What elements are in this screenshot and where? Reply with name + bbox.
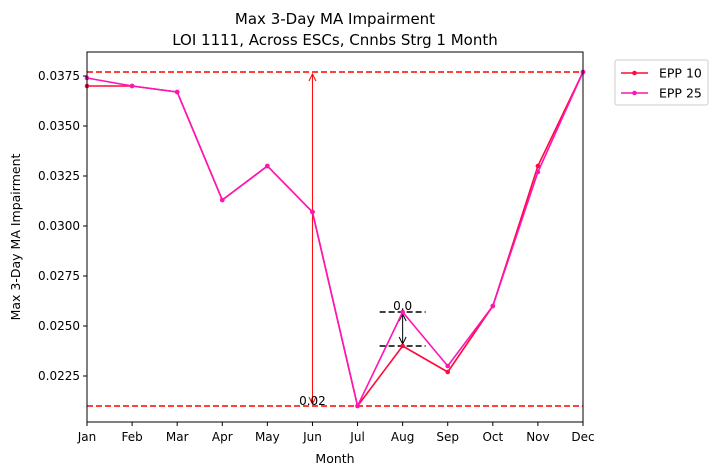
legend-label: EPP 25 bbox=[659, 86, 702, 101]
y-tick-label: 0.0325 bbox=[38, 169, 80, 183]
plot-frame bbox=[86, 51, 584, 423]
x-tick-label: Jun bbox=[302, 430, 322, 444]
y-tick-label: 0.0275 bbox=[38, 269, 80, 283]
chart-subtitle: LOI 1111, Across ESCs, Cnnbs Strg 1 Mont… bbox=[172, 31, 498, 49]
legend-label: EPP 10 bbox=[659, 66, 702, 81]
x-tick-label: Mar bbox=[166, 430, 189, 444]
y-tick-label: 0.0250 bbox=[38, 319, 80, 333]
series-1-point bbox=[445, 369, 451, 375]
y-tick-label: 0.0300 bbox=[38, 219, 80, 233]
x-tick-label: Dec bbox=[571, 430, 594, 444]
series-1-point bbox=[535, 163, 541, 169]
x-tick-label: Oct bbox=[482, 430, 503, 444]
global-range-arrowhead-down bbox=[308, 396, 317, 406]
local-range-label: 0.0 bbox=[393, 299, 412, 313]
global-range-label: 0.02 bbox=[299, 394, 326, 408]
x-tick-label: May bbox=[255, 430, 280, 444]
plot-area: 0.02 0.0 bbox=[84, 69, 586, 409]
x-tick-label: Feb bbox=[121, 430, 142, 444]
series-2-point bbox=[310, 209, 315, 215]
x-tick-label: Jan bbox=[77, 430, 97, 444]
chart-title: Max 3-Day MA Impairment bbox=[235, 10, 435, 28]
series-1-point bbox=[400, 343, 405, 349]
x-tick-label: Aug bbox=[391, 430, 414, 444]
series-2-point bbox=[535, 169, 541, 175]
x-tick-label: Apr bbox=[212, 430, 233, 444]
x-tick-label: Nov bbox=[526, 430, 549, 444]
series-line-2 bbox=[86, 71, 584, 407]
series-2-point bbox=[265, 163, 270, 169]
y-tick-label: 0.0350 bbox=[38, 119, 80, 133]
x-tick-label: Jul bbox=[349, 430, 364, 444]
legend-swatch-marker bbox=[632, 70, 637, 76]
y-axis-label: Max 3-Day MA Impairment bbox=[8, 154, 23, 321]
x-axis-label: Month bbox=[315, 451, 354, 466]
y-tick-label: 0.0225 bbox=[38, 369, 80, 383]
global-range-arrowhead-up bbox=[308, 72, 317, 82]
series-2-point bbox=[174, 89, 180, 95]
series-2-point bbox=[355, 403, 360, 409]
series-2-point bbox=[129, 83, 135, 89]
legend-swatch-marker bbox=[632, 90, 637, 96]
series-2-point bbox=[445, 363, 451, 369]
y-tick-label: 0.0375 bbox=[38, 69, 80, 83]
series-2-point bbox=[490, 303, 496, 309]
series-2-point bbox=[400, 309, 405, 315]
series-line-1 bbox=[87, 71, 584, 407]
legend: EPP 10 EPP 25 bbox=[614, 59, 709, 106]
x-tick-label: Sep bbox=[436, 430, 459, 444]
series-2-point bbox=[219, 197, 225, 203]
